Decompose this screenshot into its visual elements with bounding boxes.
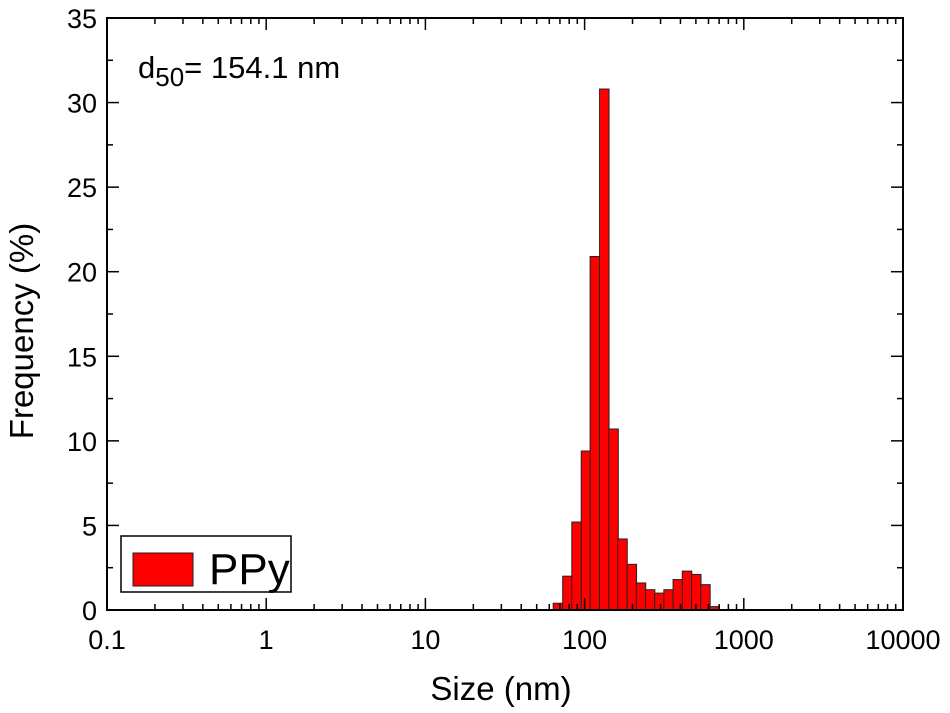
bar <box>552 602 564 611</box>
bar <box>571 521 582 611</box>
legend-label: PPy <box>209 545 290 594</box>
legend: PPy <box>120 535 292 594</box>
x-axis-title: Size (nm) <box>430 670 571 707</box>
y-tick-label: 30 <box>67 89 97 119</box>
bar <box>589 255 601 611</box>
x-tick-label: 1 <box>259 625 274 655</box>
y-axis-title: Frequency (%) <box>3 223 40 439</box>
axes-layer <box>106 17 904 611</box>
x-tick-label: 0.1 <box>88 625 126 655</box>
y-tick-label: 25 <box>67 173 97 203</box>
x-tick-label: 100 <box>562 625 607 655</box>
plot-frame <box>106 17 904 611</box>
y-tick-label: 0 <box>82 596 97 626</box>
bar <box>617 538 628 611</box>
y-tick-label: 35 <box>67 4 97 34</box>
bar <box>635 582 647 611</box>
bar <box>681 570 693 611</box>
x-tick-label: 10 <box>410 625 440 655</box>
bar <box>663 589 674 611</box>
bar <box>599 88 610 611</box>
legend-swatch <box>132 552 194 587</box>
y-tick-label: 10 <box>67 427 97 457</box>
bar <box>654 592 665 611</box>
bar <box>608 428 619 611</box>
y-tick-label: 15 <box>67 342 97 372</box>
y-tick-label: 20 <box>67 258 97 288</box>
d50-main: d <box>138 50 155 85</box>
ticks-layer: 0.1 1 10 100 1000 10000 0 5 10 15 20 25 30 35 <box>67 4 941 655</box>
bar <box>580 450 592 611</box>
x-tick-label: 1000 <box>714 625 774 655</box>
y-tick-label: 5 <box>82 511 97 541</box>
bar <box>626 563 638 611</box>
x-tick-label: 10000 <box>865 625 940 655</box>
d50-value: = 154.1 nm <box>184 50 340 85</box>
bar <box>562 575 573 611</box>
bar <box>644 589 656 611</box>
d50-subscript: 50 <box>155 62 184 92</box>
d50-annotation: d50= 154.1 nm <box>138 50 340 92</box>
bars-layer <box>552 88 720 611</box>
